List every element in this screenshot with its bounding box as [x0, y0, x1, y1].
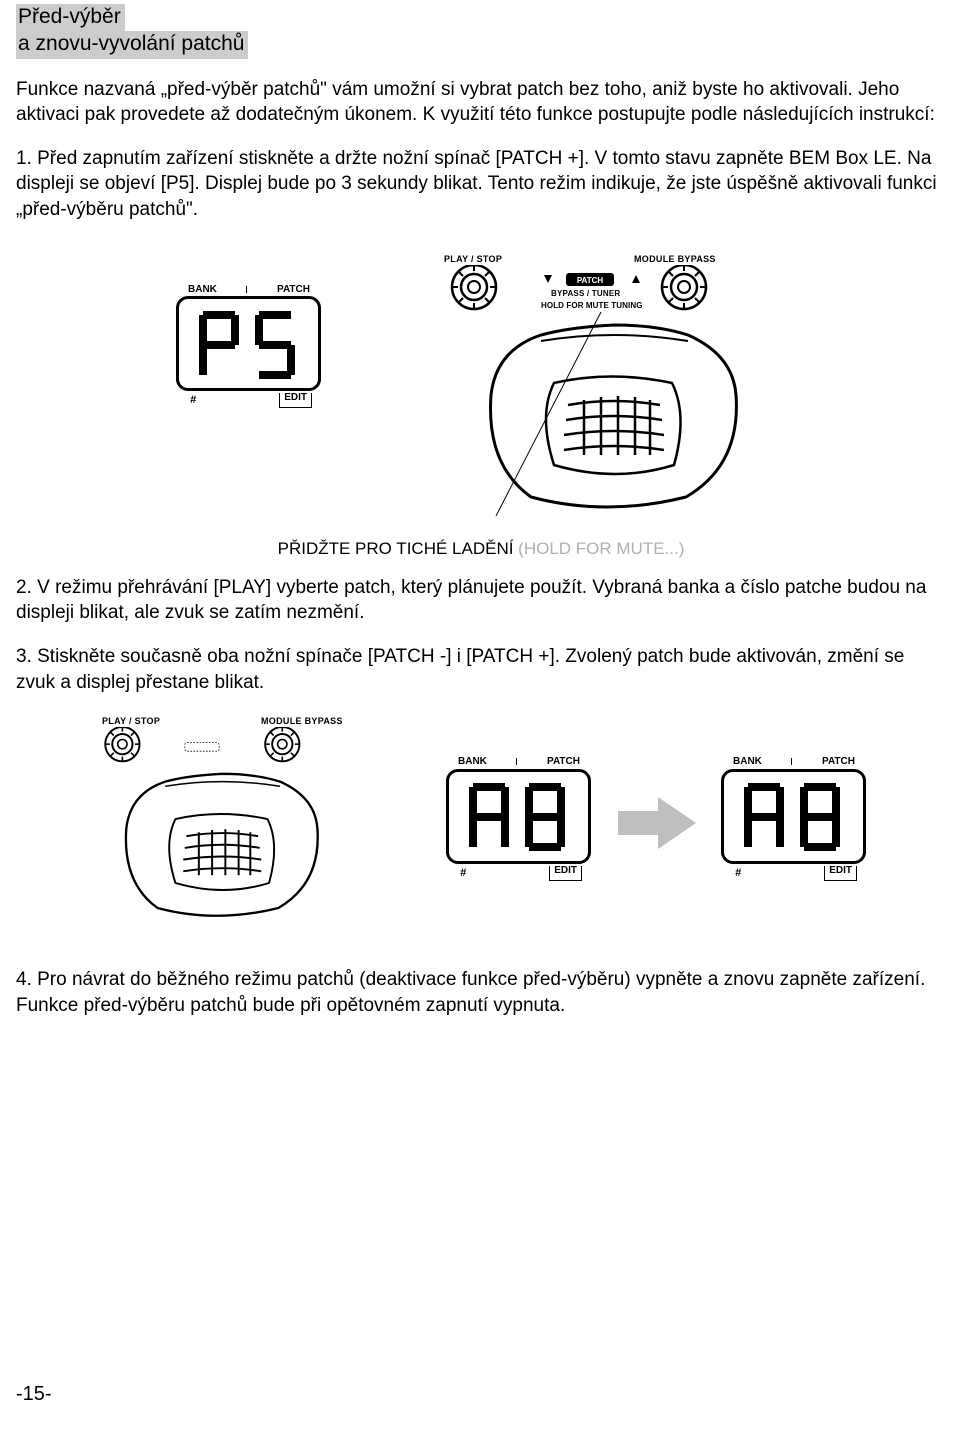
label-sharp: # — [190, 393, 196, 408]
label-edit: EDIT — [279, 393, 312, 408]
label-bank: BANK — [188, 283, 217, 297]
heading-line1: Před-výběr — [16, 4, 960, 31]
paragraph-step3: 3. Stiskněte současně oba nožní spínače … — [16, 644, 946, 695]
display-p5: BANK PATCH — [176, 283, 322, 408]
caption-pointer-line — [446, 306, 666, 526]
paragraph-step4: 4. Pro návrat do běžného režimu patchů (… — [16, 967, 946, 1018]
label-play-stop-2: PLAY / STOP — [102, 715, 160, 727]
paragraph-step2: 2. V režimu přehrávání [PLAY] vyberte pa… — [16, 575, 946, 626]
paragraph-step1: 1. Před zapnutím zařízení stiskněte a dr… — [16, 146, 946, 223]
label-module-bypass-2: MODULE BYPASS — [261, 715, 343, 727]
figure-1: BANK PATCH — [186, 251, 806, 516]
foot-controller-left-2 — [76, 727, 356, 922]
label-play-stop: PLAY / STOP — [444, 253, 502, 265]
figure1-caption: PŘIDŽTE PRO TICHÉ LADĚNÍ (HOLD FOR MUTE.… — [16, 538, 946, 561]
display-a8-solid: BANK PATCH # EDIT — [721, 755, 867, 880]
paragraph-intro: Funkce nazvaná „před-výběr patchů" vám u… — [16, 77, 946, 128]
page-number: -15- — [16, 1381, 52, 1408]
label-patch: PATCH — [277, 283, 310, 297]
figure-2: PLAY / STOP MODULE BYPASS — [46, 715, 906, 925]
display-a8-blink: BANK PATCH — [446, 755, 592, 880]
arrow-icon — [618, 793, 698, 861]
label-module-bypass: MODULE BYPASS — [634, 253, 716, 265]
heading-line2: a znovu-vyvolání patchů — [16, 31, 960, 58]
